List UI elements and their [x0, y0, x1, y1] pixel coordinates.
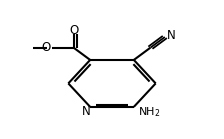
Text: O: O [69, 24, 78, 37]
Text: NH$_2$: NH$_2$ [138, 105, 160, 119]
Text: N: N [82, 105, 91, 118]
Text: O: O [41, 41, 51, 54]
Text: N: N [167, 29, 175, 42]
